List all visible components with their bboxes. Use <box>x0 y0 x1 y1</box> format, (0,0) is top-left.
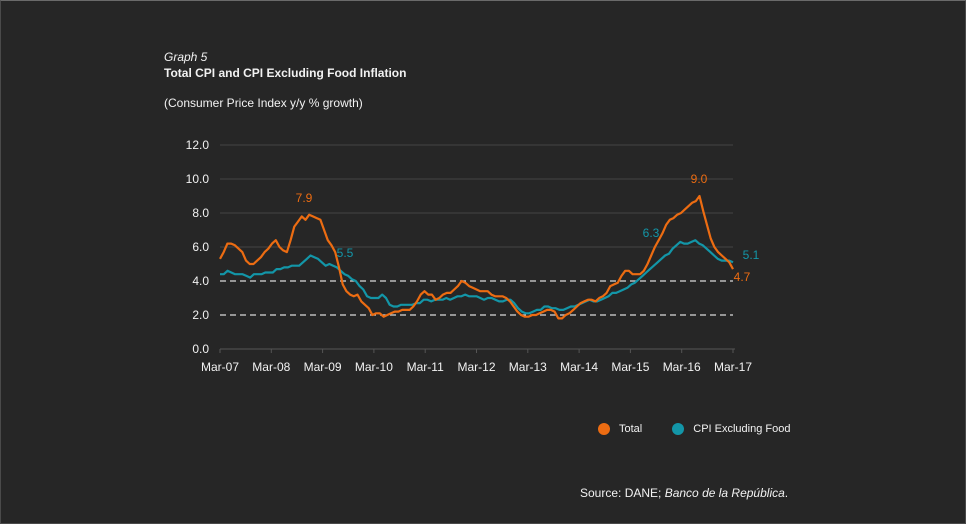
series-lines <box>219 194 734 320</box>
x-tick-label: Mar-10 <box>355 360 393 374</box>
legend-item-core: CPI Excluding Food <box>672 423 790 435</box>
x-tick-label: Mar-11 <box>407 360 444 374</box>
y-tick-label: 6.0 <box>192 240 209 254</box>
y-axis: 0.0 2.0 4.0 6.0 8.0 10.0 12.0 <box>186 138 210 356</box>
gridlines <box>220 144 733 316</box>
data-label: 7.9 <box>296 191 313 205</box>
x-tick-label: Mar-12 <box>457 360 495 374</box>
x-tick-label: Mar-08 <box>252 360 290 374</box>
data-labels: 7.9 5.5 9.0 6.3 5.1 4.7 <box>296 172 760 284</box>
data-label: 9.0 <box>691 172 708 186</box>
x-tick-label: Mar-16 <box>663 360 701 374</box>
y-tick-label: 0.0 <box>192 342 209 356</box>
data-label: 6.3 <box>643 226 660 240</box>
data-label: 5.5 <box>337 246 354 260</box>
source-suffix: . <box>784 486 789 500</box>
legend-item-total: Total <box>598 423 642 435</box>
x-tick-label: Mar-13 <box>509 360 547 374</box>
y-tick-label: 12.0 <box>186 138 210 152</box>
legend: Total CPI Excluding Food <box>598 423 820 435</box>
x-axis: Mar-07 Mar-08 Mar-09 Mar-10 Mar-11 Mar-12 Mar-… <box>201 348 752 374</box>
source-prefix: Source: DANE; <box>580 486 665 500</box>
source-note: Source: DANE; Banco de la República. <box>580 486 788 500</box>
series-line-cpi-excluding-food <box>220 239 734 315</box>
x-tick-label: Mar-07 <box>201 360 239 374</box>
y-tick-label: 8.0 <box>192 206 209 220</box>
chart-title: Total CPI and CPI Excluding Food Inflati… <box>164 66 407 80</box>
legend-label-total: Total <box>619 423 643 435</box>
y-tick-label: 4.0 <box>192 274 209 288</box>
data-label: 4.7 <box>734 270 751 284</box>
x-tick-label: Mar-14 <box>560 360 598 374</box>
series-line-total <box>219 194 734 320</box>
x-tick-label: Mar-09 <box>304 360 342 374</box>
x-tick-label: Mar-15 <box>611 360 649 374</box>
source-italic: Banco de la República <box>664 486 785 500</box>
y-tick-label: 2.0 <box>192 308 209 322</box>
legend-marker-core <box>672 423 685 435</box>
data-label: 5.1 <box>743 248 760 262</box>
y-tick-label: 10.0 <box>186 172 210 186</box>
graph-number: Graph 5 <box>164 50 208 64</box>
legend-marker-total <box>598 423 610 435</box>
x-tick-label: Mar-17 <box>714 360 752 374</box>
chart-subtitle: (Consumer Price Index y/y % growth) <box>164 96 363 110</box>
legend-label-core: CPI Excluding Food <box>693 423 791 435</box>
